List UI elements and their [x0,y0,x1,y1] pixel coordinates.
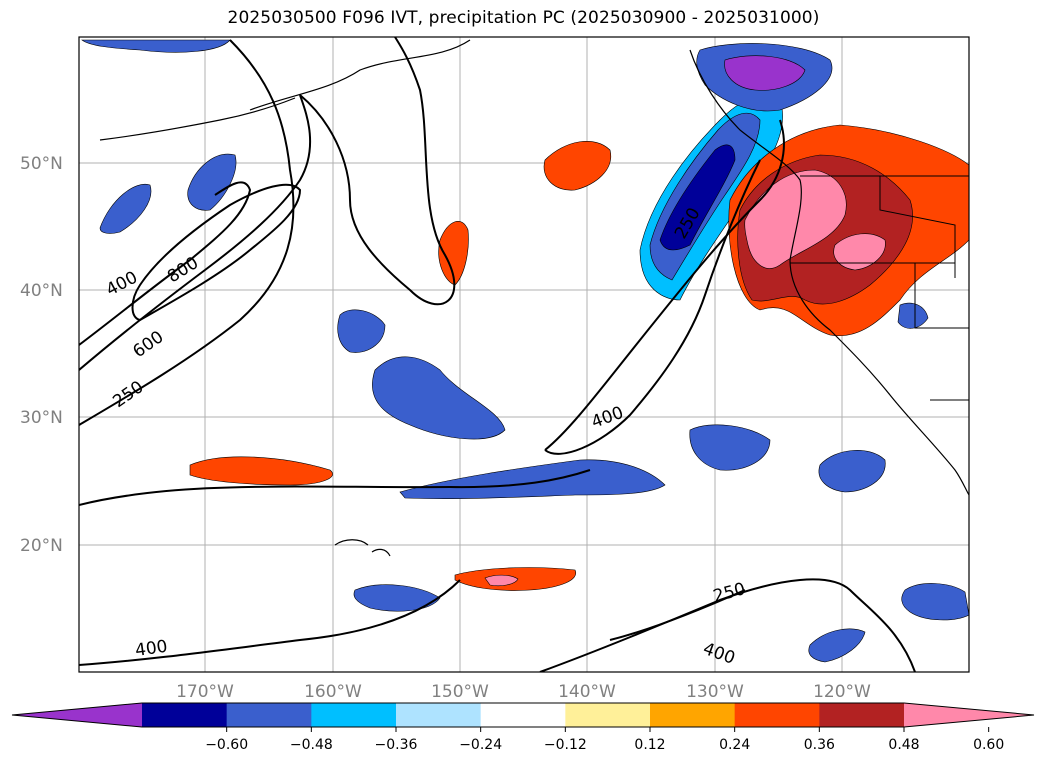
longitude-labels: 170°W 160°W 150°W 140°W 130°W 120°W [176,682,871,702]
lon-label-170w: 170°W [176,682,234,702]
positive-westcoast-core [744,169,847,269]
negative-west-2 [187,153,237,211]
colorbar-segment [226,703,312,727]
negative-south-2 [808,628,866,663]
colorbar-tick-label: 0.12 [634,737,665,753]
colorbar-tick-label: −0.60 [205,737,248,753]
positive-westcoast-inland-core [833,233,886,271]
colorbar-segment [311,703,397,727]
negative-west-1 [99,183,152,234]
negative-alaska-core [724,55,806,91]
negative-band-subtropic [399,459,666,499]
negative-midpacific-2 [372,356,506,440]
colorbar-segment [142,703,228,727]
ivt-contour-ring [299,37,456,306]
state-borders [790,175,969,401]
ivt-contour-south-400a [79,579,461,666]
coastlines [99,39,969,557]
negative-southeast-2 [818,450,886,493]
colorbar-segment [734,703,820,727]
positive-midpacific-1 [543,141,612,191]
ivt-contour-south-400b [539,578,916,672]
colorbar-outline [11,702,1035,728]
contour-label-400-south-west: 400 [134,637,169,661]
lat-label-40n: 40°N [20,281,63,301]
lon-label-160w: 160°W [304,682,362,702]
aleutian-chain [99,97,296,141]
lon-label-150w: 150°W [431,682,489,702]
negative-upper-left [81,39,231,53]
ivt-contour-south-250b [609,589,746,641]
colorbar-tick-label: 0.60 [973,737,1004,753]
ivt-contour-400-north [79,94,312,371]
negative-southeast-3 [689,424,771,471]
latitude-labels: 50°N 40°N 30°N 20°N [20,154,63,556]
negative-band-northwest-deep [659,144,736,251]
colorbar-tick-label: 0.36 [804,737,835,753]
colorbar-extend-right [904,703,1034,727]
negative-midpacific-1 [337,309,386,353]
alaska-coast [249,39,471,111]
hawaii-islands [334,539,391,557]
map-frame [78,36,970,673]
negative-west-coast-small [897,302,929,329]
ivt-contour-800 [131,183,302,322]
colorbar-segment [480,703,566,727]
ivt-contour-250-ar [544,119,785,451]
colorbar-tick-label: 0.48 [888,737,919,753]
lat-label-50n: 50°N [20,154,63,174]
lat-label-30n: 30°N [20,408,63,428]
lon-label-130w: 130°W [686,682,744,702]
colorbar-tick-label: 0.24 [719,737,750,753]
colorbar-tick-label: −0.12 [544,737,587,753]
positive-subtropic-1 [189,456,333,486]
colorbar-segment [650,703,736,727]
ivt-contour-600 [79,181,252,346]
colorbar: −0.60 −0.48 −0.36 −0.24 −0.12 0.12 0.24 0.36 0.4… [11,702,1035,753]
positive-midpacific-2 [438,221,469,286]
ivt-contour-400-ar [544,159,761,455]
colorbar-tick-label: −0.48 [290,737,333,753]
precipitation-regions [81,39,969,663]
positive-subtropic-2-core [484,574,519,587]
ivt-contour-250-north [79,39,295,426]
colorbar-segment [565,703,651,727]
ivt-contours [79,37,916,672]
north-america-coast [689,49,969,496]
lat-label-20n: 20°N [20,536,63,556]
lon-label-140w: 140°W [558,682,616,702]
map-title: 2025030500 F096 IVT, precipitation PC (2… [227,8,820,28]
colorbar-segment [819,703,905,727]
negative-southeast-1 [901,583,969,621]
colorbar-tick-label: −0.24 [459,737,502,753]
lon-label-120w: 120°W [813,682,871,702]
colorbar-segment [396,703,482,727]
ivt-contour-south-250 [79,469,591,506]
colorbar-tick-label: −0.36 [375,737,418,753]
colorbar-extend-left [12,703,142,727]
